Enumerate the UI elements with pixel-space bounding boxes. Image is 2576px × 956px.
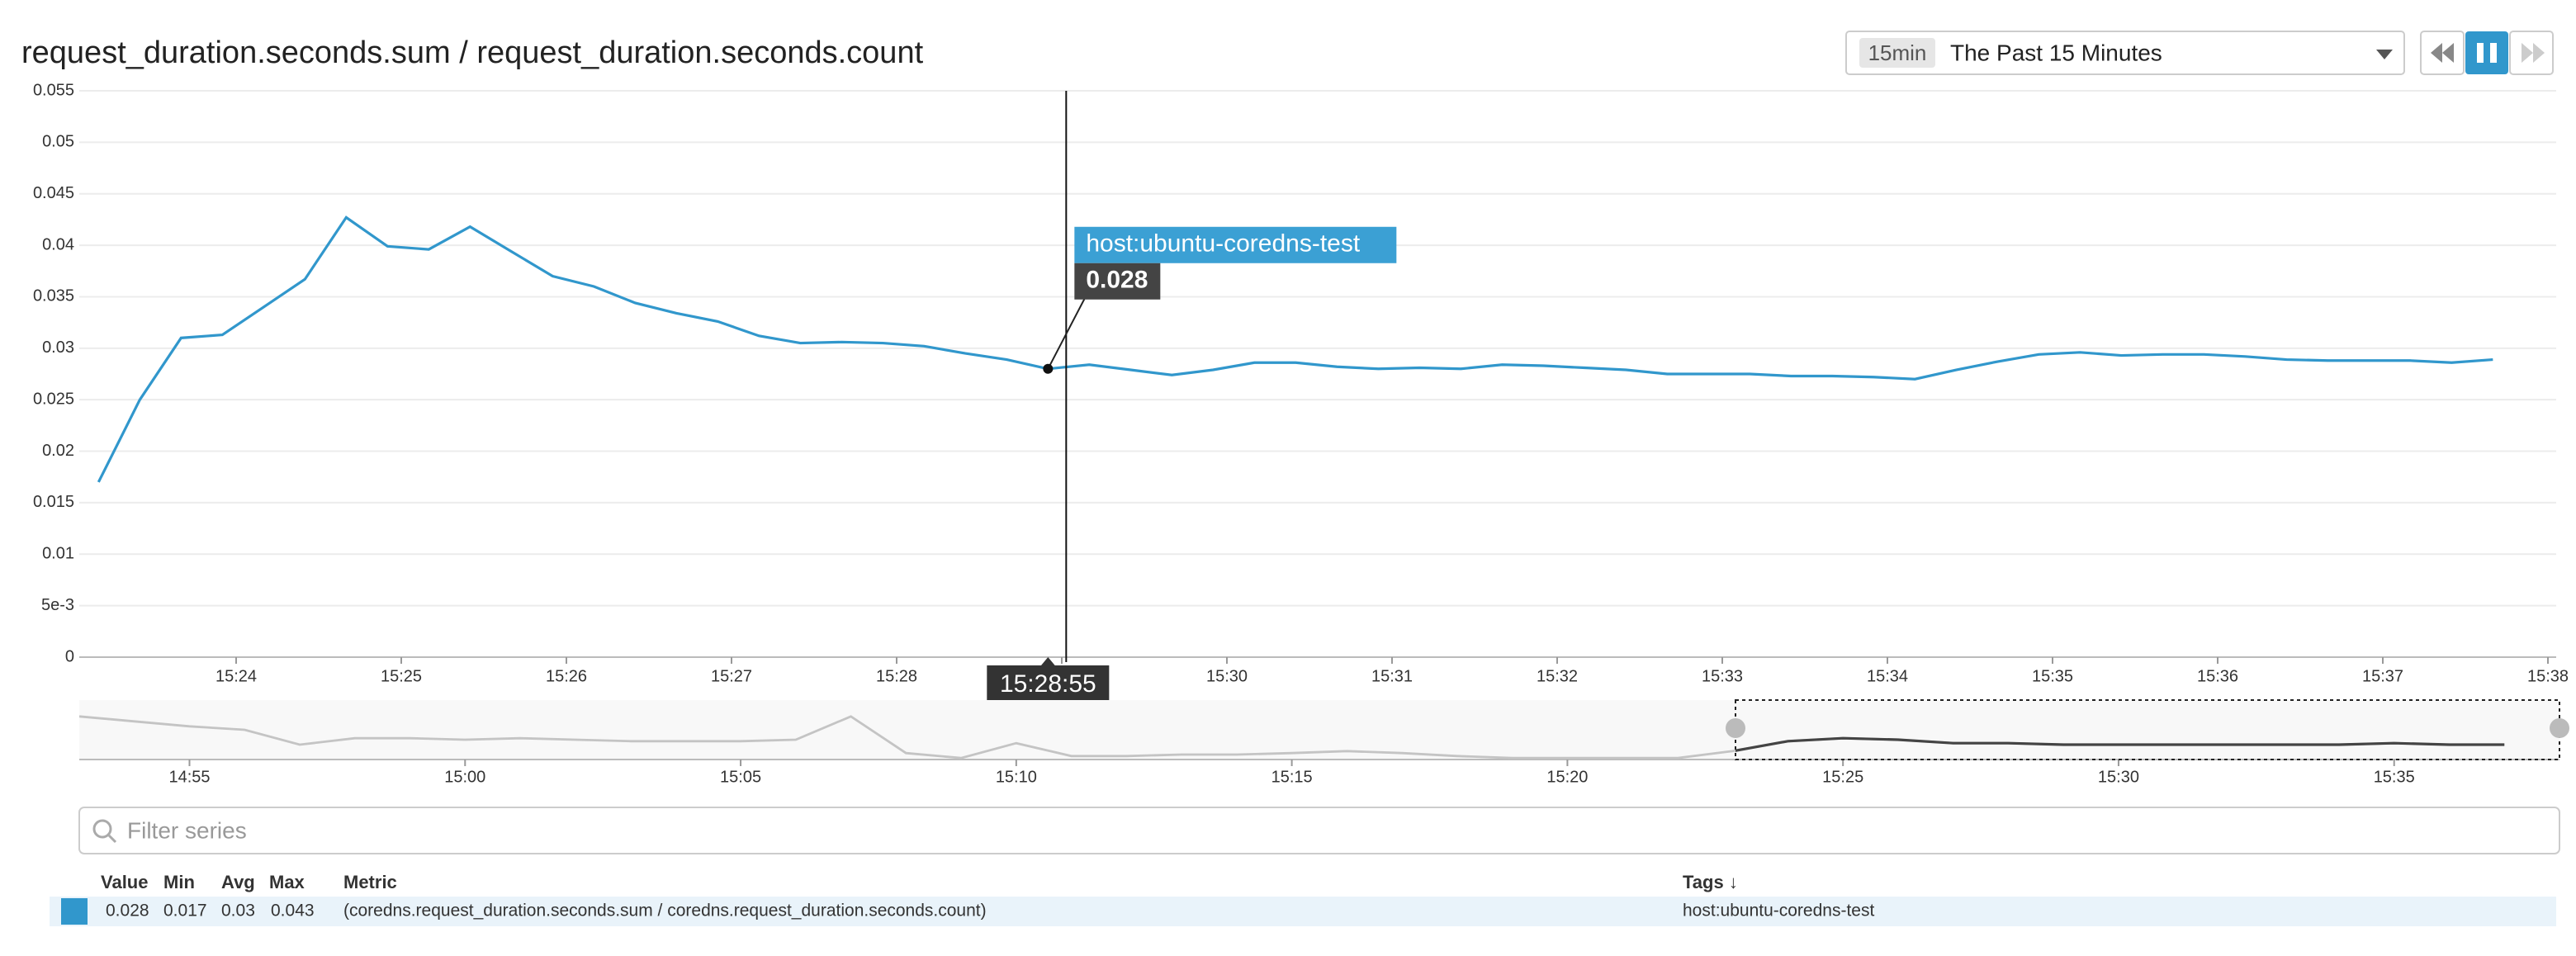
- table-cell: (coredns.request_duration.seconds.sum / …: [343, 902, 987, 921]
- table-cell: 0.028: [106, 902, 149, 921]
- y-tick-label: 0.045: [33, 184, 74, 202]
- dropdown-caret: [2376, 50, 2393, 59]
- pause-button[interactable]: [2465, 31, 2508, 74]
- filter-input[interactable]: [78, 807, 2560, 854]
- y-tick-label: 0.035: [33, 287, 74, 305]
- x-tick-label: 15:10: [996, 768, 1037, 786]
- y-tick-label: 0.015: [33, 493, 74, 511]
- brush-handle[interactable]: [1726, 718, 1746, 738]
- table-cell: 0.017: [163, 902, 207, 921]
- column-header: Value: [101, 872, 148, 892]
- x-tick-label: 15:37: [2362, 667, 2403, 685]
- y-tick-label: 0.04: [42, 235, 74, 253]
- icon: [2431, 43, 2442, 63]
- table-cell: 0.03: [221, 902, 255, 921]
- x-tick-label: 15:30: [2098, 768, 2139, 786]
- tooltip-pointer: [1047, 289, 1091, 370]
- hover-point: [1043, 363, 1054, 374]
- row-background[interactable]: [50, 897, 2556, 926]
- x-tick-label: 15:38: [2527, 667, 2569, 685]
- icon: [2533, 43, 2545, 63]
- time-label-bg: [987, 665, 1110, 702]
- search-icon: [92, 819, 112, 839]
- range-label: The Past 15 Minutes: [1950, 40, 2162, 65]
- tooltip-value: 0.028: [1086, 267, 1148, 294]
- x-tick-label: 15:35: [2374, 768, 2415, 786]
- plot-background: [79, 700, 2559, 760]
- x-tick-label: 15:32: [1537, 667, 1578, 685]
- x-tick-label: 15:34: [1867, 667, 1908, 685]
- range-tag: 15min: [1868, 40, 1927, 65]
- y-tick-label: 0.03: [42, 338, 74, 357]
- brush-handle[interactable]: [2550, 718, 2569, 738]
- x-tick-label: 15:25: [1822, 768, 1863, 786]
- table-cell: 0.043: [271, 902, 315, 921]
- icon: [2522, 43, 2533, 63]
- x-tick-label: 15:00: [444, 768, 485, 786]
- x-tick-label: 15:33: [1702, 667, 1743, 685]
- x-tick-label: 15:28: [876, 667, 917, 685]
- x-tick-label: 15:24: [215, 667, 257, 685]
- x-tick-label: 15:36: [2197, 667, 2238, 685]
- x-tick-label: 15:30: [1206, 667, 1248, 685]
- main-chart: 0 5e-3 0.01 0.015 0.02 0.025 0.03 0.035 0.04 0.04…: [33, 81, 2569, 702]
- chart-title: request_duration.seconds.sum / request_d…: [21, 35, 924, 70]
- series-table: Value Min Avg Max Metric Tags ↓ 0.028 0.017 0.03…: [50, 872, 2556, 926]
- navigator-chart[interactable]: 14:55 15:00 15:05 15:10 15:15 15:20 15:25 15:30…: [79, 699, 2569, 786]
- series-swatch: [61, 898, 88, 925]
- x-tick-label: 15:35: [2032, 667, 2073, 685]
- tooltip-series-name: host:ubuntu-coredns-test: [1086, 230, 1361, 258]
- y-tick-label: 0.05: [42, 133, 74, 151]
- y-tick-label: 0.01: [42, 545, 74, 563]
- y-tick-label: 5e-3: [41, 596, 74, 614]
- x-tick-label: 15:25: [381, 667, 422, 685]
- icon: [2490, 43, 2497, 63]
- column-header: Min: [163, 872, 195, 892]
- range-tag-bg: [1859, 38, 1935, 68]
- tooltip-name-bg: [1074, 226, 1397, 263]
- time-label: 15:28:55: [1000, 670, 1096, 698]
- x-tick-label: 15:26: [546, 667, 587, 685]
- selected-line: [1735, 736, 2505, 752]
- column-header: Avg: [221, 872, 255, 892]
- x-tick-label: 15:31: [1371, 667, 1413, 685]
- series-line: [97, 215, 2493, 483]
- x-tick-label: 15:27: [711, 667, 752, 685]
- tooltip-value-bg: [1074, 263, 1161, 300]
- x-tick-label: 14:55: [168, 768, 210, 786]
- time-label-caret: [1039, 657, 1057, 667]
- search-icon: [107, 834, 117, 844]
- x-tick-label: 15:20: [1546, 768, 1588, 786]
- icon: [2442, 43, 2454, 63]
- icon: [2477, 43, 2484, 63]
- column-header: Metric: [343, 872, 397, 892]
- y-tick-label: 0: [65, 647, 74, 665]
- y-tick-label: 0.025: [33, 390, 74, 408]
- x-tick-label: 15:15: [1271, 768, 1313, 786]
- filter-placeholder: Filter series: [127, 817, 247, 843]
- y-tick-label: 0.055: [33, 81, 74, 99]
- y-tick-label: 0.02: [42, 442, 74, 460]
- time-range-select[interactable]: [1845, 31, 2405, 75]
- column-header[interactable]: Tags ↓: [1683, 872, 1738, 892]
- column-header: Max: [269, 872, 305, 892]
- table-cell: host:ubuntu-coredns-test: [1683, 902, 1874, 921]
- x-tick-label: 15:05: [720, 768, 761, 786]
